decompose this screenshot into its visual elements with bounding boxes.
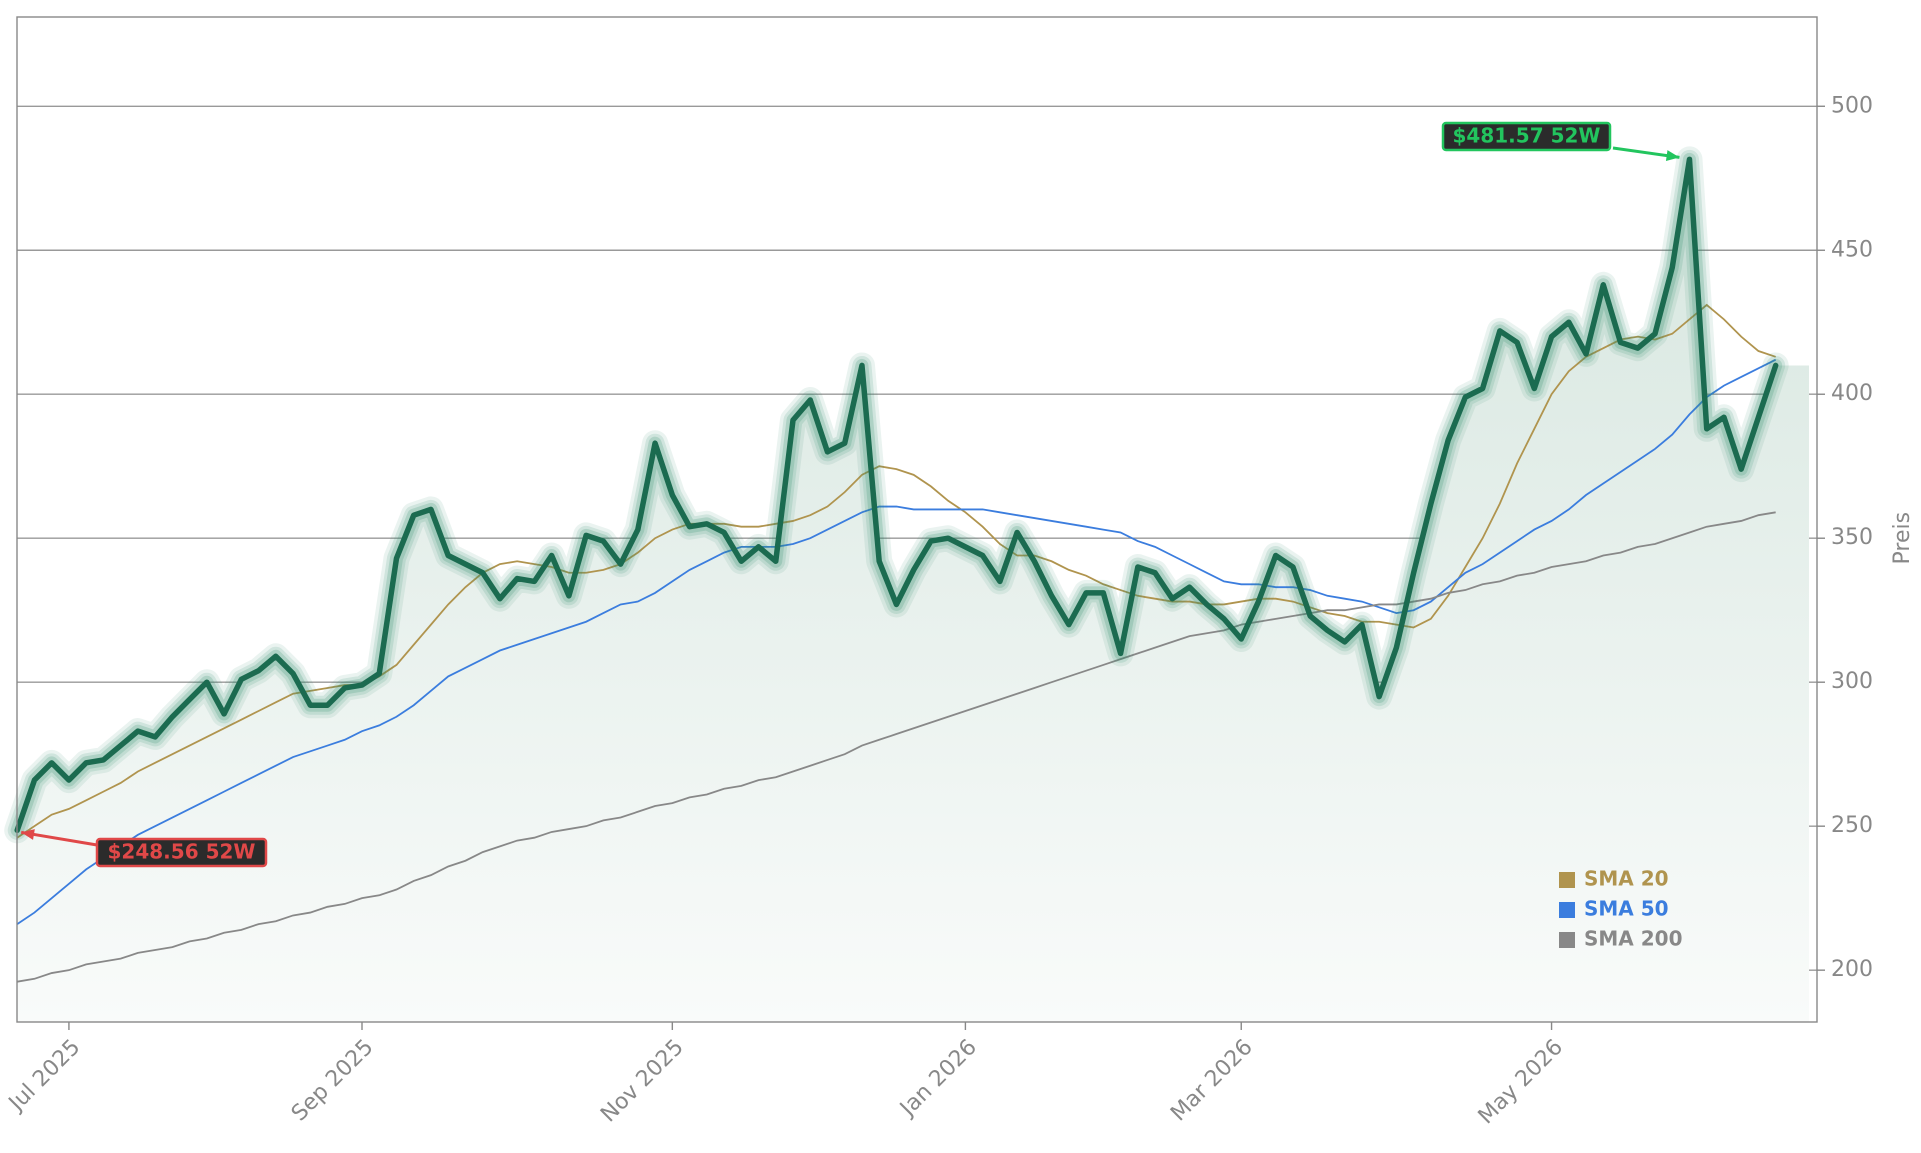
- annotation-arrowhead: [1665, 150, 1680, 161]
- annotation-arrowhead: [21, 829, 35, 840]
- plot-frame: [16, 16, 1818, 1023]
- legend-swatch: [1559, 902, 1575, 918]
- y-tick-label: 250: [1831, 813, 1873, 838]
- annotation-box: [95, 837, 268, 868]
- annotation-box: [1441, 121, 1612, 152]
- sma-line: [16, 303, 1776, 839]
- sma-line: [17, 511, 1776, 983]
- annotation-text: $248.56 52W: [108, 840, 256, 864]
- legend-label: SMA 50: [1584, 897, 1669, 921]
- price-line: [14, 156, 1779, 834]
- legend-label: SMA 20: [1584, 867, 1669, 891]
- y-tick-label: 400: [1831, 381, 1873, 406]
- legend-swatch: [1559, 872, 1575, 888]
- price-area: [17, 159, 1810, 1022]
- y-tick-label: 350: [1831, 525, 1873, 550]
- y-tick-label: 200: [1831, 957, 1873, 982]
- legend-label: SMA 200: [1584, 927, 1683, 951]
- y-tick-label: 450: [1831, 237, 1873, 262]
- annotation-text: $481.57 52W: [1453, 124, 1601, 148]
- y-tick-label: 500: [1831, 93, 1873, 118]
- legend-swatch: [1559, 932, 1575, 948]
- y-tick-label: 300: [1831, 669, 1873, 694]
- y-axis-label: Preis: [1890, 512, 1915, 565]
- sma-line: [16, 358, 1777, 925]
